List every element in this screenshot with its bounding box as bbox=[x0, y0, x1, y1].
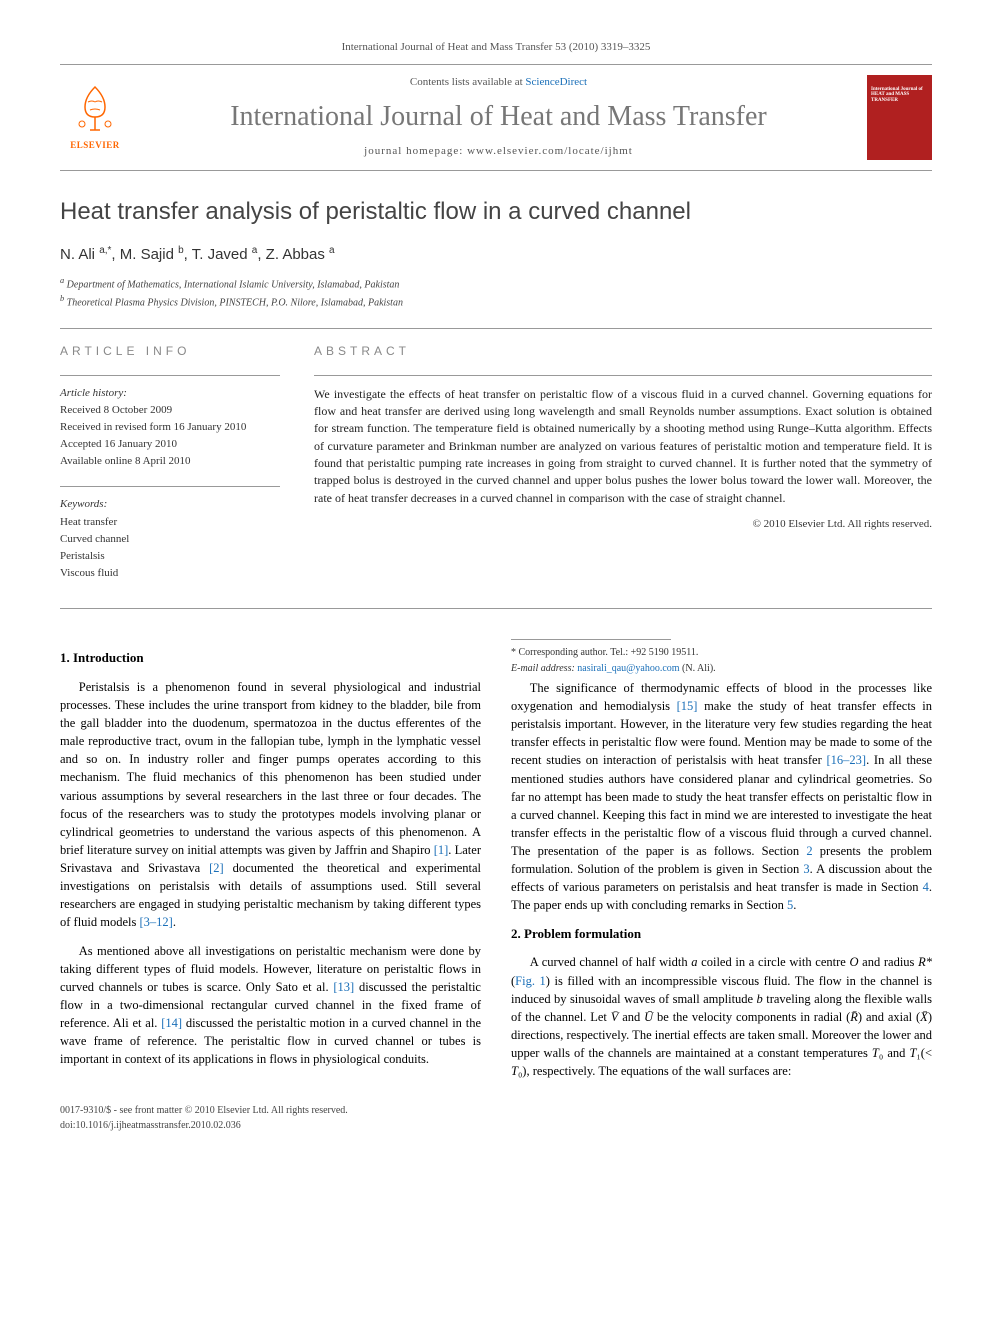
authors-line: N. Ali a,*, M. Sajid b, T. Javed a, Z. A… bbox=[60, 244, 932, 266]
history-received: Received 8 October 2009 bbox=[60, 403, 280, 419]
header-center: Contents lists available at ScienceDirec… bbox=[130, 75, 867, 159]
email-link[interactable]: nasirali_qau@yahoo.com bbox=[577, 663, 679, 674]
ref-link-2[interactable]: [2] bbox=[209, 861, 224, 875]
history-accepted: Accepted 16 January 2010 bbox=[60, 437, 280, 453]
issn-line: 0017-9310/$ - see front matter © 2010 El… bbox=[60, 1104, 932, 1119]
ref-link-13[interactable]: [13] bbox=[333, 980, 354, 994]
divider bbox=[60, 486, 280, 487]
info-abstract-row: ARTICLE INFO Article history: Received 8… bbox=[60, 343, 932, 598]
footnotes: * Corresponding author. Tel.: +92 5190 1… bbox=[511, 646, 932, 677]
ref-link-1[interactable]: [1] bbox=[434, 843, 449, 857]
footnote-separator bbox=[511, 639, 671, 640]
keyword: Viscous fluid bbox=[60, 566, 280, 582]
ref-link-14[interactable]: [14] bbox=[161, 1016, 182, 1030]
history-online: Available online 8 April 2010 bbox=[60, 454, 280, 470]
keyword: Heat transfer bbox=[60, 515, 280, 531]
body-text: 1. Introduction Peristalsis is a phenome… bbox=[60, 639, 932, 1086]
history-revised: Received in revised form 16 January 2010 bbox=[60, 420, 280, 436]
divider bbox=[60, 608, 932, 609]
ref-link-15[interactable]: [15] bbox=[677, 699, 698, 713]
divider bbox=[314, 375, 932, 376]
abstract-label: ABSTRACT bbox=[314, 343, 932, 360]
divider bbox=[60, 328, 932, 329]
divider bbox=[60, 375, 280, 376]
journal-homepage: journal homepage: www.elsevier.com/locat… bbox=[130, 144, 867, 160]
email-label: E-mail address: bbox=[511, 663, 575, 674]
section-intro-title: 1. Introduction bbox=[60, 649, 481, 668]
elsevier-logo: ELSEVIER bbox=[60, 77, 130, 157]
keywords-block: Keywords: Heat transfer Curved channel P… bbox=[60, 497, 280, 582]
sec-link-5[interactable]: 5 bbox=[787, 898, 793, 912]
abstract-text: We investigate the effects of heat trans… bbox=[314, 386, 932, 508]
corresponding-author-note: * Corresponding author. Tel.: +92 5190 1… bbox=[511, 646, 932, 661]
formulation-para-1: A curved channel of half width a coiled … bbox=[511, 953, 932, 1080]
intro-para-3: The significance of thermodynamic effect… bbox=[511, 679, 932, 915]
article-info-column: ARTICLE INFO Article history: Received 8… bbox=[60, 343, 280, 598]
intro-para-2: As mentioned above all investigations on… bbox=[60, 942, 481, 1069]
article-info-label: ARTICLE INFO bbox=[60, 343, 280, 360]
journal-cover-thumb: International Journal of HEAT and MASS T… bbox=[867, 75, 932, 160]
sec-link-3[interactable]: 3 bbox=[803, 862, 809, 876]
fig-link-1[interactable]: Fig. 1 bbox=[515, 974, 546, 988]
keyword: Peristalsis bbox=[60, 549, 280, 565]
article-title: Heat transfer analysis of peristaltic fl… bbox=[60, 195, 932, 230]
cover-title: International Journal of HEAT and MASS T… bbox=[867, 83, 932, 108]
affiliation-b: b Theoretical Plasma Physics Division, P… bbox=[60, 293, 932, 310]
contents-available-line: Contents lists available at ScienceDirec… bbox=[130, 75, 867, 91]
history-title: Article history: bbox=[60, 386, 280, 402]
abstract-copyright: © 2010 Elsevier Ltd. All rights reserved… bbox=[314, 517, 932, 533]
bottom-matter: 0017-9310/$ - see front matter © 2010 El… bbox=[60, 1104, 932, 1133]
publisher-name: ELSEVIER bbox=[70, 139, 120, 152]
email-author-name: (N. Ali). bbox=[682, 663, 716, 674]
intro-para-1: Peristalsis is a phenomenon found in sev… bbox=[60, 678, 481, 932]
section-formulation-title: 2. Problem formulation bbox=[511, 925, 932, 944]
sec-link-2[interactable]: 2 bbox=[806, 844, 812, 858]
journal-title: International Journal of Heat and Mass T… bbox=[130, 97, 867, 138]
keyword: Curved channel bbox=[60, 532, 280, 548]
header-citation: International Journal of Heat and Mass T… bbox=[60, 40, 932, 56]
sciencedirect-link[interactable]: ScienceDirect bbox=[525, 76, 587, 88]
contents-bar: ELSEVIER Contents lists available at Sci… bbox=[60, 64, 932, 171]
keywords-title: Keywords: bbox=[60, 497, 280, 513]
contents-prefix: Contents lists available at bbox=[410, 76, 525, 88]
ref-link-16-23[interactable]: [16–23] bbox=[826, 753, 866, 767]
article-history-block: Article history: Received 8 October 2009… bbox=[60, 386, 280, 471]
sec-link-4[interactable]: 4 bbox=[923, 880, 929, 894]
affiliation-a: a Department of Mathematics, Internation… bbox=[60, 275, 932, 292]
elsevier-tree-icon bbox=[70, 82, 120, 137]
email-line: E-mail address: nasirali_qau@yahoo.com (… bbox=[511, 662, 932, 677]
ref-link-3-12[interactable]: [3–12] bbox=[140, 915, 173, 929]
doi-line: doi:10.1016/j.ijheatmasstransfer.2010.02… bbox=[60, 1119, 932, 1134]
abstract-column: ABSTRACT We investigate the effects of h… bbox=[314, 343, 932, 598]
affiliations: a Department of Mathematics, Internation… bbox=[60, 275, 932, 310]
